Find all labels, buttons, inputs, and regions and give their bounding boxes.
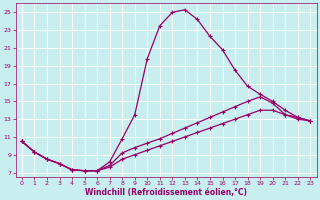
X-axis label: Windchill (Refroidissement éolien,°C): Windchill (Refroidissement éolien,°C) — [85, 188, 247, 197]
